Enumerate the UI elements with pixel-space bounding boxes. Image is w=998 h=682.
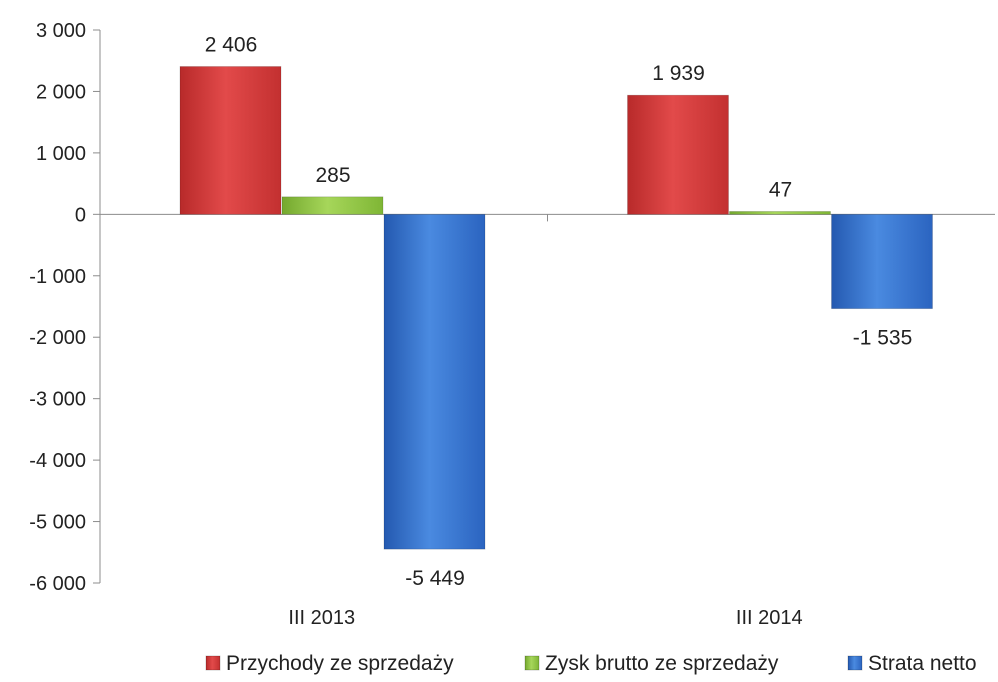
bar bbox=[627, 94, 729, 215]
data-label: 2 406 bbox=[205, 33, 258, 56]
legend-swatch bbox=[524, 655, 540, 671]
bar bbox=[179, 66, 282, 215]
legend-swatch bbox=[205, 655, 221, 671]
legend: Przychody ze sprzedaży Zysk brutto ze spr… bbox=[205, 652, 977, 675]
x-category-label: III 2013 bbox=[288, 607, 355, 629]
y-tick-label: -1 000 bbox=[29, 266, 86, 288]
y-tick-label: -6 000 bbox=[29, 573, 86, 595]
legend-swatch bbox=[847, 655, 863, 671]
y-tick-label: -5 000 bbox=[29, 512, 86, 534]
data-label: -5 449 bbox=[405, 567, 465, 590]
y-tick-label: -3 000 bbox=[29, 389, 86, 411]
y-tick-label: -2 000 bbox=[29, 327, 86, 349]
legend-label: Zysk brutto ze sprzedaży bbox=[545, 652, 779, 675]
bar bbox=[831, 213, 933, 310]
bar bbox=[281, 196, 384, 215]
y-axis: 3 000 2 000 1 000 0 -1 000 -2 000 -3 000 -4 000… bbox=[29, 20, 101, 595]
y-tick-label: 3 000 bbox=[36, 20, 86, 42]
bar bbox=[383, 213, 486, 550]
data-label: 47 bbox=[769, 178, 792, 201]
data-label: 285 bbox=[315, 164, 350, 187]
data-label: 1 939 bbox=[652, 62, 705, 85]
data-label: -1 535 bbox=[853, 327, 913, 350]
y-tick-label: -4 000 bbox=[29, 450, 86, 472]
x-category-label: III 2014 bbox=[736, 607, 803, 629]
data-labels: 2 406 1 939 285 47 -5 449 -1 535 bbox=[205, 33, 913, 590]
bar bbox=[729, 211, 831, 215]
bars bbox=[179, 66, 933, 550]
y-tick-label: 2 000 bbox=[36, 81, 86, 103]
legend-label: Strata netto bbox=[868, 652, 977, 675]
legend-label: Przychody ze sprzedaży bbox=[226, 652, 454, 675]
y-tick-label: 0 bbox=[75, 204, 86, 226]
y-tick-label: 1 000 bbox=[36, 143, 86, 165]
